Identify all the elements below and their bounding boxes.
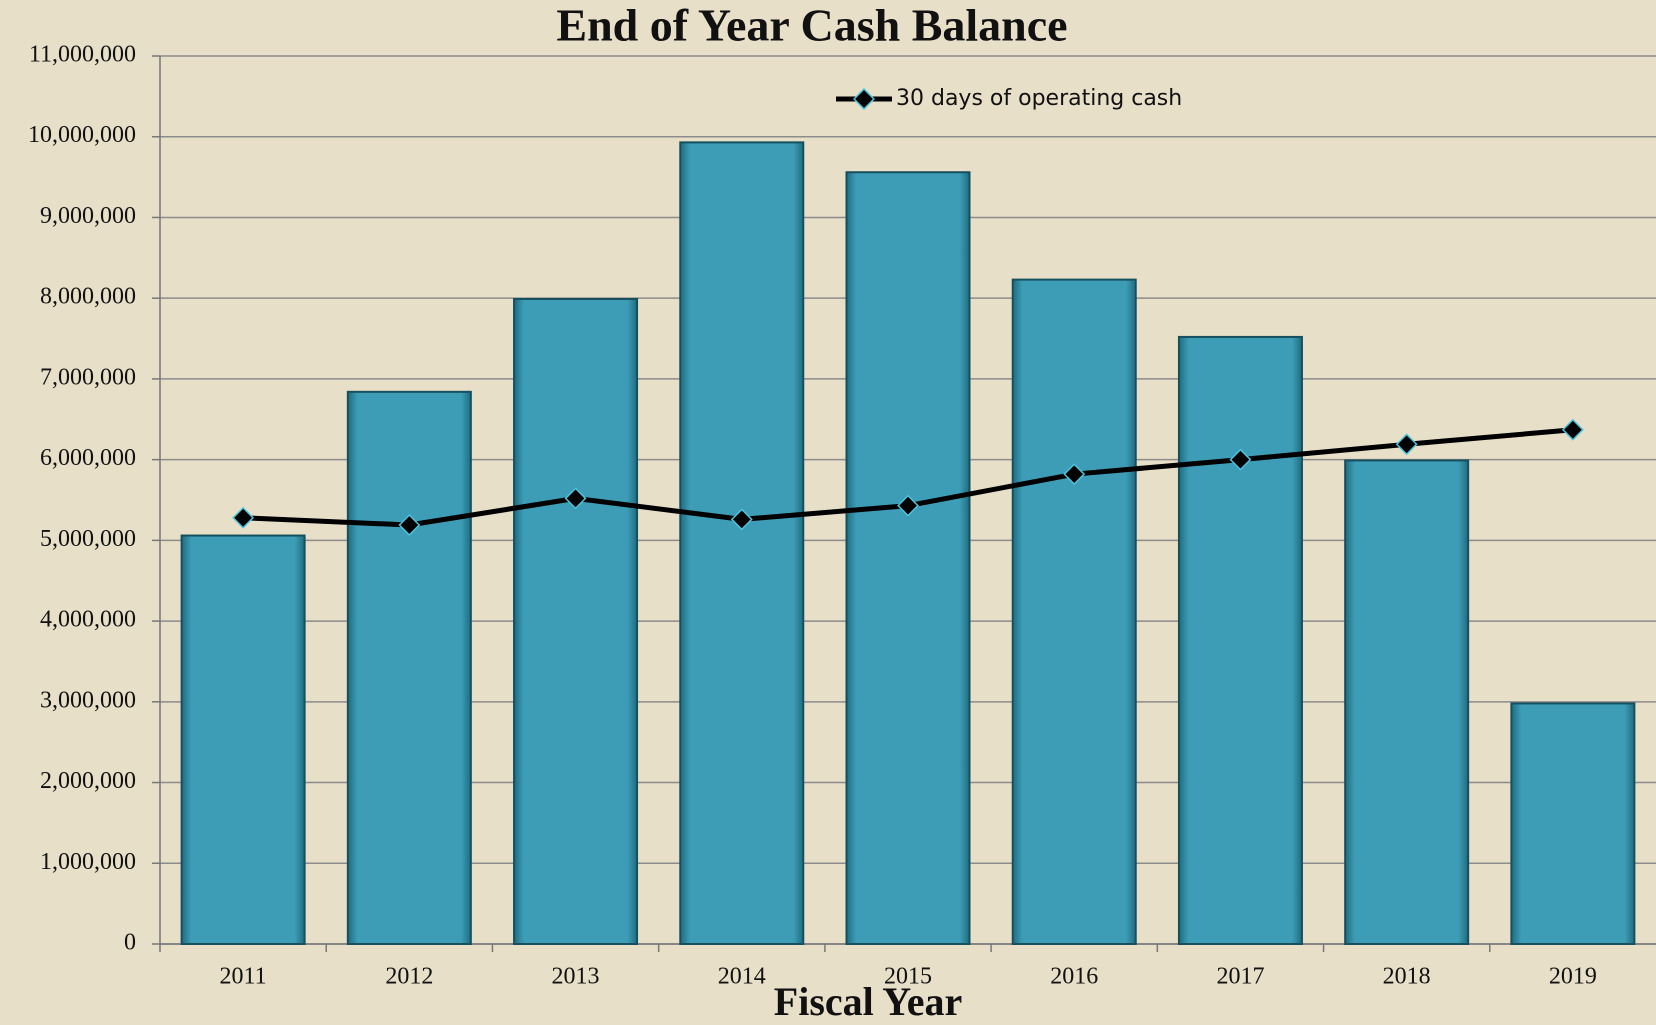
marker bbox=[1229, 448, 1252, 471]
marker bbox=[897, 494, 919, 517]
bar bbox=[513, 297, 639, 946]
y-tick-label: 9,000,000 bbox=[40, 203, 136, 229]
bar bbox=[1344, 459, 1470, 945]
x-tick-label: 2013 bbox=[552, 964, 600, 990]
bar bbox=[679, 141, 805, 946]
x-axis-label: Fiscal Year bbox=[774, 979, 962, 1024]
chart-title: End of Year Cash Balance bbox=[556, 0, 1067, 51]
marker bbox=[564, 487, 587, 510]
bar bbox=[1177, 335, 1303, 945]
y-tick-label: 7,000,000 bbox=[40, 364, 136, 390]
x-tick-label: 2017 bbox=[1216, 964, 1264, 990]
y-tick-label: 0 bbox=[124, 930, 136, 956]
y-tick-label: 8,000,000 bbox=[40, 284, 136, 310]
bar bbox=[845, 171, 971, 946]
marker bbox=[398, 514, 421, 536]
y-tick-label: 3,000,000 bbox=[40, 687, 136, 713]
marker bbox=[730, 508, 753, 531]
marker bbox=[1395, 433, 1418, 456]
y-tick-label: 4,000,000 bbox=[40, 607, 136, 633]
x-tick-label: 2011 bbox=[220, 964, 267, 990]
y-tick-label: 10,000,000 bbox=[28, 122, 136, 148]
legend-label: 30 days of operating cash bbox=[896, 86, 1182, 111]
bar bbox=[1510, 702, 1636, 946]
bar bbox=[346, 390, 472, 945]
x-tick-label: 2012 bbox=[385, 964, 433, 990]
x-tick-label: 2014 bbox=[718, 964, 766, 990]
bar bbox=[180, 534, 306, 946]
marker bbox=[1063, 463, 1086, 486]
y-tick-label: 5,000,000 bbox=[40, 526, 136, 552]
y-tick-label: 6,000,000 bbox=[40, 445, 136, 471]
marker bbox=[1561, 418, 1584, 441]
y-tick-label: 11,000,000 bbox=[29, 42, 136, 68]
marker bbox=[232, 506, 255, 529]
x-tick-label: 2019 bbox=[1549, 964, 1597, 990]
x-tick-label: 2018 bbox=[1383, 964, 1431, 990]
x-tick-label: 2016 bbox=[1050, 964, 1098, 990]
y-tick-label: 1,000,000 bbox=[40, 849, 136, 875]
x-tick-label: 2015 bbox=[884, 964, 932, 990]
legend-marker bbox=[853, 88, 875, 110]
bar bbox=[1011, 278, 1137, 945]
y-tick-label: 2,000,000 bbox=[40, 768, 136, 794]
